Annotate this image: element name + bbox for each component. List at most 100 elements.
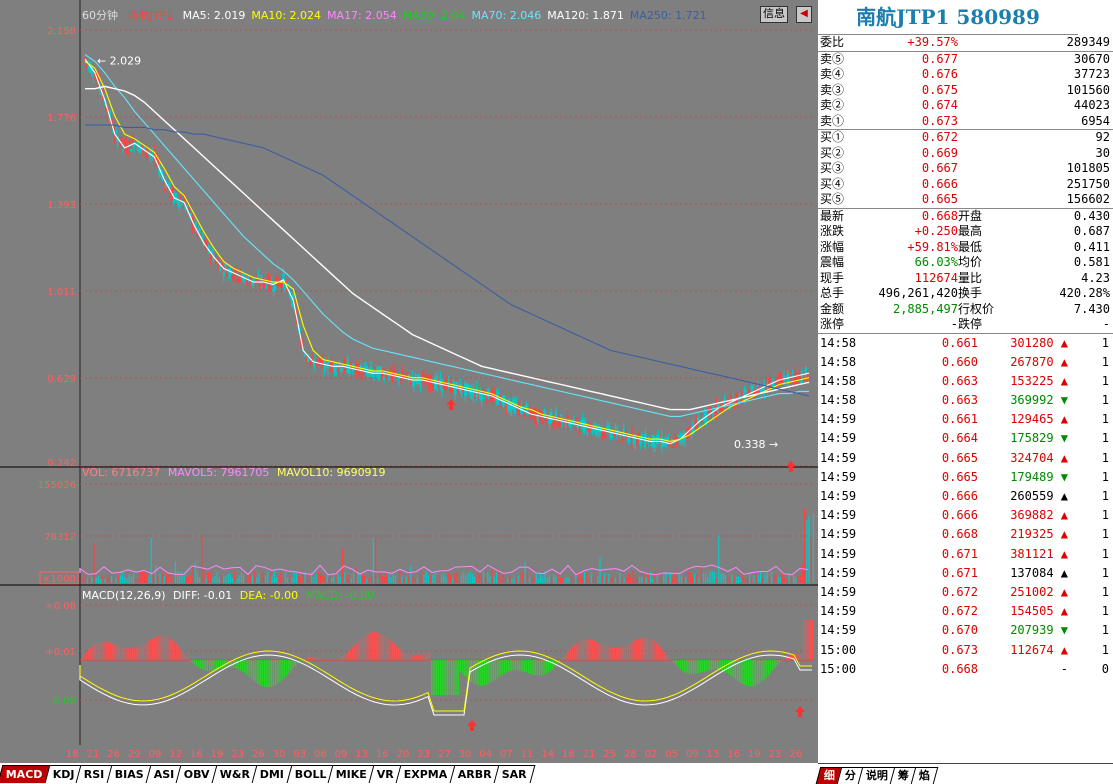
candle-body: [685, 428, 688, 438]
candle-body: [485, 396, 488, 402]
price-tick-label: 0.242: [47, 458, 76, 469]
tick-row[interactable]: 14:59 0.666 369882 ▲ 1: [818, 506, 1113, 525]
candle-body: [472, 388, 475, 398]
tab-label: ASI: [153, 768, 175, 781]
candle-body: [311, 355, 315, 358]
date-tick-label: 18: [66, 749, 79, 760]
tab-label: BOLL: [294, 768, 327, 781]
candle-body: [174, 193, 178, 199]
date-tick-label: 21: [583, 749, 596, 760]
tab-sar[interactable]: SAR: [493, 765, 536, 783]
candle-body: [706, 408, 710, 414]
tick-volume: 112674 ▲: [1010, 642, 1068, 657]
tick-row[interactable]: 14:59 0.672 154505 ▲ 1: [818, 602, 1113, 621]
tick-count: 1: [1101, 508, 1109, 523]
tick-time: 14:59: [820, 489, 857, 503]
date-tick-label: 20: [397, 749, 410, 760]
tick-time: 14:59: [820, 450, 857, 465]
tick-count: 1: [1101, 546, 1109, 561]
signal-arrow-icon: [786, 460, 796, 472]
tick-row[interactable]: 15:00 0.673 112674 ▲ 1: [818, 641, 1113, 660]
tab-label: ARBR: [457, 768, 492, 781]
ma-legend-item: MA5: 2.019: [182, 9, 246, 22]
candle-body: [258, 283, 262, 286]
sell-price: 0.676: [921, 67, 958, 81]
tick-row[interactable]: 14:59 0.661 129465 ▲ 1: [818, 410, 1113, 429]
candle-body: [549, 411, 553, 424]
signal-arrow-icon: [446, 399, 456, 411]
tab-arbr[interactable]: ARBR: [449, 765, 501, 783]
tick-row[interactable]: 14:59 0.671 381121 ▲ 1: [818, 545, 1113, 564]
close-icon[interactable]: ◀: [796, 6, 812, 23]
candle-body: [483, 397, 487, 400]
tick-row[interactable]: 14:58 0.663 153225 ▲ 1: [818, 372, 1113, 391]
stat-value: 0.668: [921, 208, 958, 223]
candle-body: [751, 385, 755, 390]
tick-row[interactable]: 14:58 0.660 267870 ▲ 1: [818, 353, 1113, 372]
weibi-right: 289349: [1066, 35, 1110, 49]
info-button[interactable]: 信息: [760, 6, 788, 23]
candle-body: [361, 373, 364, 377]
buy-row: 买③ 0.667 101805: [818, 161, 1113, 177]
candle-body: [194, 222, 198, 227]
tick-volume: 324704 ▲: [1010, 450, 1068, 465]
tick-row[interactable]: 14:59 0.665 324704 ▲ 1: [818, 449, 1113, 468]
candle-body: [559, 414, 563, 417]
candle-body: [230, 275, 234, 280]
tick-row[interactable]: 14:58 0.661 301280 ▲ 1: [818, 334, 1113, 353]
price-tick-label: 0.629: [47, 374, 76, 385]
candle-body: [224, 264, 227, 267]
candle-body: [409, 382, 412, 385]
date-tick-label: 12: [169, 749, 182, 760]
tick-row[interactable]: 14:59 0.668 219325 ▲ 1: [818, 525, 1113, 544]
ma-line-ma250: [85, 124, 810, 397]
chart-canvas[interactable]: 2.158 1.776 1.393 1.011 0.629 0.242 ← 2.029 0.3…: [0, 0, 818, 763]
candle-body: [544, 418, 548, 422]
tick-count: 1: [1101, 469, 1109, 484]
stat-label: 金额: [820, 301, 845, 316]
tick-row[interactable]: 14:59 0.670 207939 ▼ 1: [818, 621, 1113, 640]
quote-title: 南航JTP1 580989: [818, 0, 1078, 35]
tab-macd[interactable]: MACD: [0, 765, 52, 783]
tick-row[interactable]: 14:58 0.663 369992 ▼ 1: [818, 391, 1113, 410]
high-price-label: ← 2.029: [97, 54, 141, 67]
stat-label-2: 行权价: [958, 301, 995, 316]
tick-volume: 369992 ▼: [1010, 393, 1068, 408]
tick-volume: 154505 ▲: [1010, 604, 1068, 619]
candle-body: [523, 414, 526, 417]
tick-row[interactable]: 14:59 0.664 175829 ▼ 1: [818, 429, 1113, 448]
tick-count: 1: [1101, 604, 1109, 619]
ma-line-ma120: [85, 85, 810, 411]
candle-body: [553, 422, 556, 424]
tick-row[interactable]: 15:00 0.668 - 0: [818, 660, 1113, 679]
macd-dea-line: [79, 650, 812, 712]
candle-body: [255, 279, 259, 284]
stat-label: 最新: [820, 208, 845, 223]
macd-name: MACD(12,26,9): [82, 589, 166, 602]
candle-body: [126, 150, 130, 154]
candle-body: [366, 370, 369, 377]
candle-body: [528, 407, 531, 413]
tick-row[interactable]: 14:59 0.666 260559 ▲ 1: [818, 487, 1113, 506]
candle-body: [673, 437, 677, 440]
candle-body: [662, 443, 665, 447]
ma-line-ma5: [84, 58, 810, 445]
buy-row: 买⑤ 0.665 156602: [818, 192, 1113, 208]
candle-body: [787, 373, 791, 385]
tick-price: 0.672: [941, 584, 978, 599]
date-tick-label: 09: [335, 749, 348, 760]
tick-row[interactable]: 14:59 0.665 179489 ▼ 1: [818, 468, 1113, 487]
tick-row[interactable]: 14:59 0.672 251002 ▲ 1: [818, 583, 1113, 602]
tab-expma[interactable]: EXPMA: [395, 765, 457, 783]
candle-body: [796, 376, 799, 380]
buy-price: 0.667: [921, 161, 958, 175]
tick-list[interactable]: 14:58 0.661 301280 ▲ 1 14:58 0.660 267870 ▲ 1 14…: [818, 334, 1113, 679]
tick-row[interactable]: 14:59 0.671 137084 ▲ 1: [818, 564, 1113, 583]
signal-arrow-icon: [467, 720, 477, 731]
volume-unit-label: ×1000: [42, 574, 76, 585]
quote-tab[interactable]: 焰: [910, 767, 939, 784]
kline-chart-area[interactable]: 2.158 1.776 1.393 1.011 0.629 0.242 ← 2.029 0.3…: [0, 0, 818, 763]
volume-legend: VOL: 6716737 MAVOL5: 7961705 MAVOL10: 96…: [82, 466, 386, 479]
sell-level-label: 卖④: [820, 67, 845, 81]
macd-histogram: [81, 620, 814, 695]
